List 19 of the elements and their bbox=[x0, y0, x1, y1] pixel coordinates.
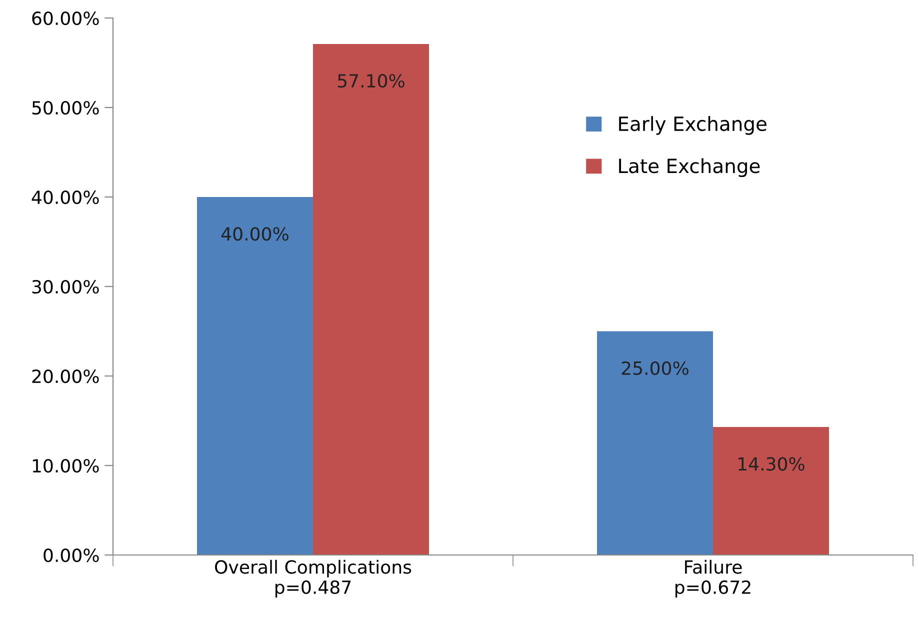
y-tick-label: 50.00% bbox=[32, 100, 99, 115]
legend-label: Early Exchange bbox=[619, 116, 766, 135]
bar bbox=[197, 197, 313, 555]
y-tick-label: 30.00% bbox=[32, 280, 99, 294]
data-label: 14.30% bbox=[738, 457, 804, 471]
data-label: 25.00% bbox=[622, 361, 688, 375]
bar bbox=[313, 44, 429, 555]
y-tick-label: 10.00% bbox=[32, 458, 99, 473]
y-tick-label: 20.00% bbox=[32, 369, 99, 384]
y-tick-label: 40.00% bbox=[32, 190, 99, 204]
bar bbox=[713, 427, 829, 555]
y-tick-label: 60.00% bbox=[32, 11, 99, 26]
x-tick-label: Failure p=0.672 bbox=[676, 560, 750, 598]
legend-label: Late Exchange bbox=[619, 158, 760, 178]
data-label: 57.10% bbox=[338, 74, 404, 88]
data-label: 40.00% bbox=[221, 227, 288, 241]
y-tick-label: 0.00% bbox=[44, 548, 99, 562]
bar bbox=[597, 331, 713, 555]
x-tick-label: Overall Complications p=0.487 bbox=[215, 560, 412, 598]
